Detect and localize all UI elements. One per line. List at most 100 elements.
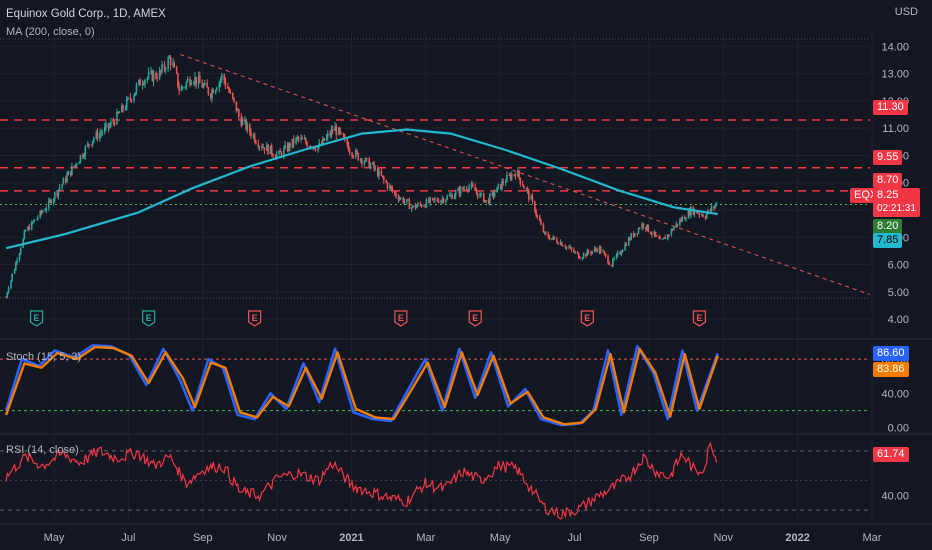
trendline[interactable]	[180, 54, 871, 296]
candle-body	[15, 262, 17, 271]
candle-body	[41, 210, 44, 213]
candle-body	[58, 187, 61, 190]
candle-body	[521, 183, 524, 186]
candle-body	[64, 178, 67, 183]
level-tag-8-70: 8.70	[873, 173, 903, 188]
candle-body	[468, 186, 470, 190]
candle-body	[475, 190, 478, 193]
candle-body	[39, 211, 42, 218]
level-tag-9-55-text: 9.55	[877, 151, 899, 163]
candle-body	[156, 77, 158, 79]
candle-body	[535, 211, 537, 216]
candle-body	[487, 200, 490, 204]
candle-body	[138, 79, 140, 85]
candle-body	[599, 246, 602, 253]
candle-body	[74, 163, 77, 167]
candle-body	[151, 71, 154, 82]
candle-body	[291, 138, 294, 148]
candle-body	[335, 126, 338, 136]
candle-body	[434, 199, 436, 200]
candle-body	[476, 192, 479, 198]
candle-body	[641, 223, 643, 229]
ma-legend[interactable]: MA (200, close, 0)	[6, 26, 99, 38]
candle-body	[32, 221, 34, 223]
currency-label[interactable]: USD	[895, 6, 918, 19]
candle-body	[352, 156, 355, 158]
candle-body	[186, 78, 189, 82]
candle-body	[450, 195, 452, 196]
candle-body	[33, 219, 35, 222]
candle-body	[158, 70, 161, 79]
candle-body	[194, 76, 196, 83]
candle-body	[603, 251, 606, 254]
candle-body	[71, 165, 73, 176]
candle-body	[423, 205, 425, 207]
candle-body	[457, 188, 459, 192]
candle-body	[568, 246, 570, 248]
candle-body	[393, 191, 396, 194]
stoch-legend[interactable]: Stoch (15, 5, 3)	[6, 351, 85, 363]
candle-body	[664, 237, 667, 239]
candle-body	[167, 58, 169, 70]
candle-body	[284, 144, 286, 149]
earnings-marker[interactable]: E	[142, 310, 156, 327]
candle-body	[545, 232, 547, 234]
candle-body	[308, 146, 311, 148]
candle-body	[178, 86, 180, 91]
candle-body	[325, 136, 328, 141]
candle-body	[275, 153, 278, 158]
time-tick-label: Sep	[193, 532, 213, 544]
earnings-marker[interactable]: E	[394, 310, 408, 327]
candle-body	[117, 111, 119, 114]
candle-body	[13, 270, 16, 274]
rsi-legend[interactable]: RSI (14, close)	[6, 444, 83, 456]
candle-body	[615, 254, 618, 259]
candle-body	[250, 131, 252, 137]
candle-body	[501, 181, 503, 190]
trendline-line[interactable]	[180, 54, 871, 296]
earnings-marker-label: E	[398, 313, 404, 323]
earnings-marker[interactable]: E	[29, 310, 44, 327]
candle-body	[86, 143, 89, 147]
candle-body	[638, 228, 641, 230]
candle-body	[493, 192, 496, 196]
candle-body	[690, 206, 692, 216]
candle-body	[88, 143, 90, 145]
candle-body	[467, 189, 469, 191]
candle-body	[417, 203, 419, 207]
candle-body	[504, 181, 507, 184]
candle-body	[203, 82, 206, 86]
earnings-marker[interactable]: E	[692, 310, 707, 327]
candle-body	[197, 76, 200, 85]
candle-body	[306, 142, 308, 147]
earnings-marker[interactable]: E	[580, 310, 594, 327]
candle-body	[525, 188, 528, 190]
candle-body	[553, 236, 556, 240]
candle-body	[90, 144, 93, 146]
earnings-marker[interactable]: E	[468, 310, 482, 327]
candle-body	[709, 209, 712, 211]
earnings-marker-label: E	[146, 313, 152, 323]
candle-body	[134, 92, 137, 96]
symbol-title[interactable]: Equinox Gold Corp., 1D, AMEX	[6, 8, 170, 20]
candle-body	[155, 72, 157, 78]
candle-body	[629, 238, 631, 240]
candle-body	[471, 184, 474, 187]
candle-body	[108, 125, 111, 128]
candle-body	[625, 244, 628, 246]
candle-body	[133, 95, 135, 101]
candle-body	[465, 188, 468, 190]
candle-body	[557, 242, 559, 245]
candle-body	[280, 152, 283, 156]
candle-body	[144, 79, 146, 85]
candle-body	[646, 224, 648, 230]
earnings-marker[interactable]: E	[248, 310, 262, 327]
stoch-legend-text: Stoch (15, 5, 3)	[6, 351, 82, 363]
candle-body	[78, 162, 81, 164]
candle-body	[389, 185, 391, 189]
candle-body	[219, 79, 222, 83]
candle-body	[411, 206, 413, 210]
candle-body	[425, 199, 428, 208]
